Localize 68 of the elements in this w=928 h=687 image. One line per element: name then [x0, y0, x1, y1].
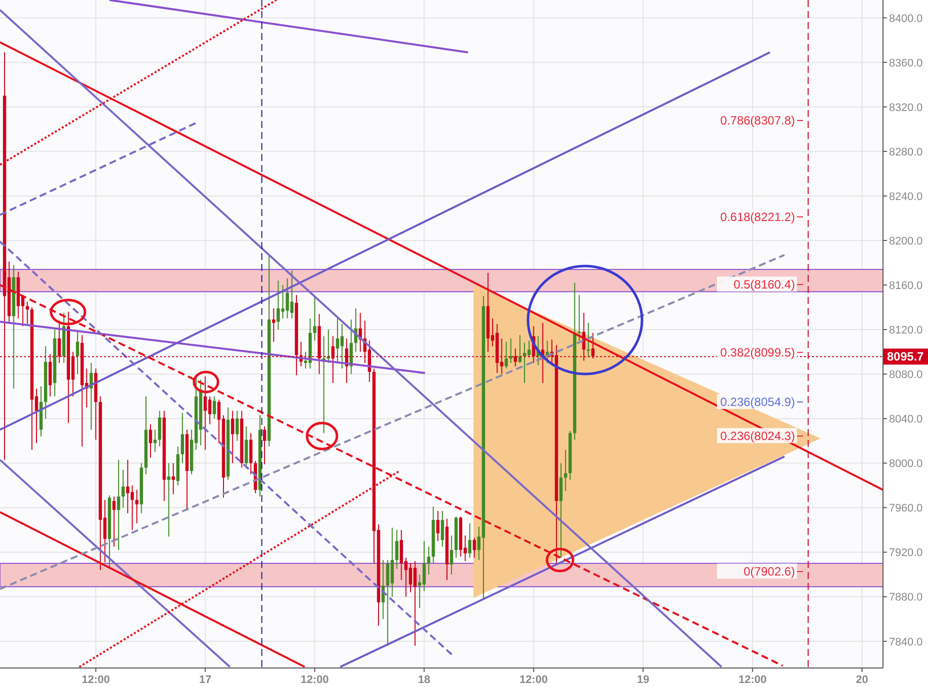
- candlestick: [336, 318, 340, 364]
- y-tick-label: 7960.0: [889, 502, 923, 515]
- candlestick: [472, 537, 476, 558]
- candlestick: [249, 432, 252, 475]
- ref-line-label: 0.786(8307.8): [720, 113, 795, 128]
- candlestick: [167, 462, 170, 538]
- x-tick-label: 19: [636, 674, 650, 686]
- candlestick: [158, 410, 162, 447]
- y-tick-label: 7840.0: [889, 636, 923, 648]
- x-tick-label: 12:00: [520, 674, 548, 686]
- candlestick: [504, 341, 508, 370]
- y-tick-label: 7920.0: [889, 547, 923, 560]
- ref-line-label: 0.236(8024.3): [720, 429, 795, 444]
- candlestick: [262, 426, 266, 465]
- candlestick: [231, 410, 234, 464]
- ref-line-label: 8095.7: [887, 350, 924, 364]
- y-tick-label: 8080.0: [889, 369, 923, 382]
- candlestick: [236, 410, 239, 442]
- candlestick: [468, 522, 472, 558]
- y-tick-label: 8280.0: [889, 146, 923, 158]
- y-tick-label: 8040.0: [889, 414, 923, 426]
- x-tick-label: 12:00: [738, 674, 767, 686]
- candlestick: [244, 426, 248, 470]
- x-tick-label: 17: [199, 674, 212, 686]
- candlestick: [112, 496, 116, 548]
- x-tick-label: 20: [856, 674, 868, 686]
- candlestick: [436, 510, 440, 542]
- ref-line-label: 0.382(8099.5): [720, 345, 795, 360]
- ref-line-label: 0.5(8160.4): [734, 278, 795, 292]
- candlestick: [180, 412, 184, 464]
- candlestick: [559, 462, 563, 558]
- y-tick-label: 8120.0: [889, 324, 923, 337]
- candlestick: [340, 323, 344, 370]
- candlestick: [122, 469, 125, 508]
- candlestick: [212, 396, 216, 420]
- candlestick: [76, 330, 80, 375]
- candlestick: [427, 546, 430, 575]
- y-tick-label: 8240.0: [889, 190, 923, 203]
- candlestick: [408, 562, 412, 593]
- candlestick: [172, 462, 175, 495]
- candlestick: [313, 296, 316, 342]
- ref-line-label: 0.236(8054.9): [720, 395, 795, 410]
- y-tick-label: 8160.0: [889, 280, 923, 292]
- y-tick-label: 8360.0: [889, 57, 923, 70]
- x-tick-label: 12:00: [300, 674, 329, 686]
- ref-line-label: 0(7902.6): [744, 564, 795, 579]
- candlestick: [148, 424, 152, 458]
- candlestick: [350, 319, 353, 375]
- candlestick: [527, 340, 531, 358]
- ref-line-label: 0.618(8221.2): [720, 210, 795, 224]
- y-tick-label: 7880.0: [889, 592, 923, 604]
- x-tick-label: 18: [418, 674, 430, 686]
- candlestick: [578, 294, 581, 342]
- candlestick: [26, 301, 29, 324]
- y-tick-label: 8320.0: [889, 102, 923, 114]
- y-tick-label: 8400.0: [889, 12, 923, 25]
- candlestick: [135, 489, 138, 524]
- candlestick: [116, 459, 120, 550]
- x-tick-label: 12:00: [82, 674, 110, 686]
- candlestick: [395, 529, 398, 570]
- candlestick: [413, 560, 417, 646]
- y-tick-label: 8000.0: [889, 458, 923, 470]
- candlestick: [440, 510, 444, 548]
- candlestick: [564, 449, 568, 492]
- candlestick: [450, 535, 454, 575]
- candlestick: [90, 362, 93, 430]
- y-tick-label: 8200.0: [889, 235, 923, 248]
- candlestick: [272, 308, 276, 342]
